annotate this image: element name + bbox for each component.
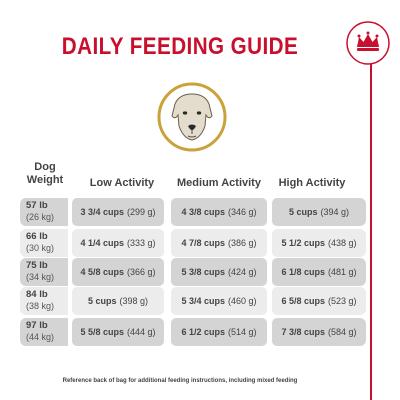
low-activity-cell: 5 5/8 cups (444 g) — [72, 318, 164, 346]
weight-kg: (44 kg) — [26, 332, 55, 342]
cups-value: 6 1/2 cups — [181, 327, 225, 337]
table-row: 66 lb (30 kg) 4 1/4 cups (333 g) 4 7/8 c… — [20, 229, 366, 257]
low-activity-cell: 4 5/8 cups (366 g) — [72, 258, 164, 286]
high-activity-cell: 5 1/2 cups (438 g) — [272, 229, 366, 257]
high-activity-cell: 5 cups (394 g) — [272, 198, 366, 226]
grams-value: (346 g) — [228, 207, 257, 217]
grams-value: (424 g) — [228, 267, 257, 277]
weight-lb: 75 lb — [26, 260, 48, 271]
table-row: 97 lb (44 kg) 5 5/8 cups (444 g) 6 1/2 c… — [20, 318, 366, 346]
medium-activity-cell: 5 3/4 cups (460 g) — [171, 287, 267, 315]
weight-lb: 66 lb — [26, 231, 48, 242]
page-title: DAILY FEEDING GUIDE — [61, 33, 299, 60]
header-low-activity: Low Activity — [89, 177, 155, 189]
weight-kg: (34 kg) — [26, 272, 55, 282]
low-activity-cell: 4 1/4 cups (333 g) — [72, 229, 164, 257]
header-medium-activity: Medium Activity — [177, 177, 261, 189]
grams-value: (460 g) — [228, 296, 257, 306]
grams-value: (333 g) — [127, 238, 156, 248]
cups-value: 4 7/8 cups — [181, 238, 225, 248]
medium-activity-cell: 6 1/2 cups (514 g) — [171, 318, 267, 346]
weight-kg: (30 kg) — [26, 243, 55, 253]
weight-cell: 57 lb (26 kg) — [20, 198, 68, 226]
cups-value: 3 3/4 cups — [80, 207, 124, 217]
header-dog-weight: Dog Weight — [20, 161, 70, 187]
weight-cell: 66 lb (30 kg) — [20, 229, 68, 257]
grams-value: (438 g) — [328, 238, 357, 248]
header-weight-line1: Dog — [34, 161, 56, 173]
weight-cell: 75 lb (34 kg) — [20, 258, 68, 286]
dog-portrait-image — [157, 82, 227, 152]
cups-value: 4 5/8 cups — [80, 267, 124, 277]
brand-divider-line — [370, 64, 372, 400]
weight-lb: 84 lb — [26, 289, 48, 300]
table-row: 57 lb (26 kg) 3 3/4 cups (299 g) 4 3/8 c… — [20, 198, 366, 226]
grams-value: (299 g) — [127, 207, 156, 217]
cups-value: 5 1/2 cups — [281, 238, 325, 248]
table-row: 75 lb (34 kg) 4 5/8 cups (366 g) 5 3/8 c… — [20, 258, 366, 286]
grams-value: (386 g) — [228, 238, 257, 248]
cups-value: 4 3/8 cups — [181, 207, 225, 217]
weight-kg: (38 kg) — [26, 301, 55, 311]
header-weight-line2: Weight — [26, 174, 64, 186]
header-high-activity: High Activity — [278, 177, 346, 189]
grams-value: (366 g) — [127, 267, 156, 277]
cups-value: 5 3/8 cups — [181, 267, 225, 277]
cups-value: 6 1/8 cups — [281, 267, 325, 277]
cups-value: 5 3/4 cups — [181, 296, 225, 306]
high-activity-cell: 6 5/8 cups (523 g) — [272, 287, 366, 315]
grams-value: (444 g) — [127, 327, 156, 337]
table-row: 84 lb (38 kg) 5 cups (398 g) 5 3/4 cups … — [20, 287, 366, 315]
weight-kg: (26 kg) — [26, 212, 55, 222]
low-activity-cell: 3 3/4 cups (299 g) — [72, 198, 164, 226]
footnote: Reference back of bag for additional fee… — [62, 378, 298, 384]
grams-value: (514 g) — [228, 327, 257, 337]
grams-value: (481 g) — [328, 267, 357, 277]
cups-value: 5 5/8 cups — [80, 327, 124, 337]
grams-value: (584 g) — [328, 327, 357, 337]
weight-cell: 97 lb (44 kg) — [20, 318, 68, 346]
weight-lb: 97 lb — [26, 320, 48, 331]
cups-value: 5 cups — [288, 207, 318, 217]
high-activity-cell: 7 3/8 cups (584 g) — [272, 318, 366, 346]
grams-value: (394 g) — [320, 207, 350, 217]
cups-value: 5 cups — [87, 296, 117, 306]
grams-value: (523 g) — [328, 296, 357, 306]
medium-activity-cell: 4 3/8 cups (346 g) — [171, 198, 267, 226]
high-activity-cell: 6 1/8 cups (481 g) — [272, 258, 366, 286]
medium-activity-cell: 4 7/8 cups (386 g) — [171, 229, 267, 257]
low-activity-cell: 5 cups (398 g) — [72, 287, 164, 315]
weight-lb: 57 lb — [26, 200, 48, 211]
crown-icon — [346, 21, 390, 65]
weight-cell: 84 lb (38 kg) — [20, 287, 68, 315]
grams-value: (398 g) — [119, 296, 149, 306]
medium-activity-cell: 5 3/8 cups (424 g) — [171, 258, 267, 286]
cups-value: 7 3/8 cups — [281, 327, 325, 337]
cups-value: 6 5/8 cups — [281, 296, 325, 306]
cups-value: 4 1/4 cups — [80, 238, 124, 248]
